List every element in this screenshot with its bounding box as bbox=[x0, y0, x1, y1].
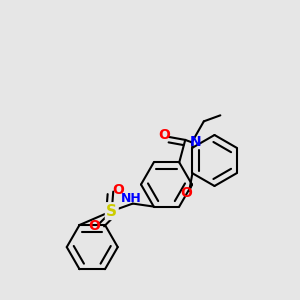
Text: N: N bbox=[190, 135, 201, 149]
Text: O: O bbox=[88, 219, 100, 233]
Text: O: O bbox=[112, 183, 124, 197]
Text: S: S bbox=[106, 204, 117, 219]
Text: O: O bbox=[158, 128, 170, 142]
Text: NH: NH bbox=[121, 192, 142, 205]
Text: O: O bbox=[180, 186, 192, 200]
